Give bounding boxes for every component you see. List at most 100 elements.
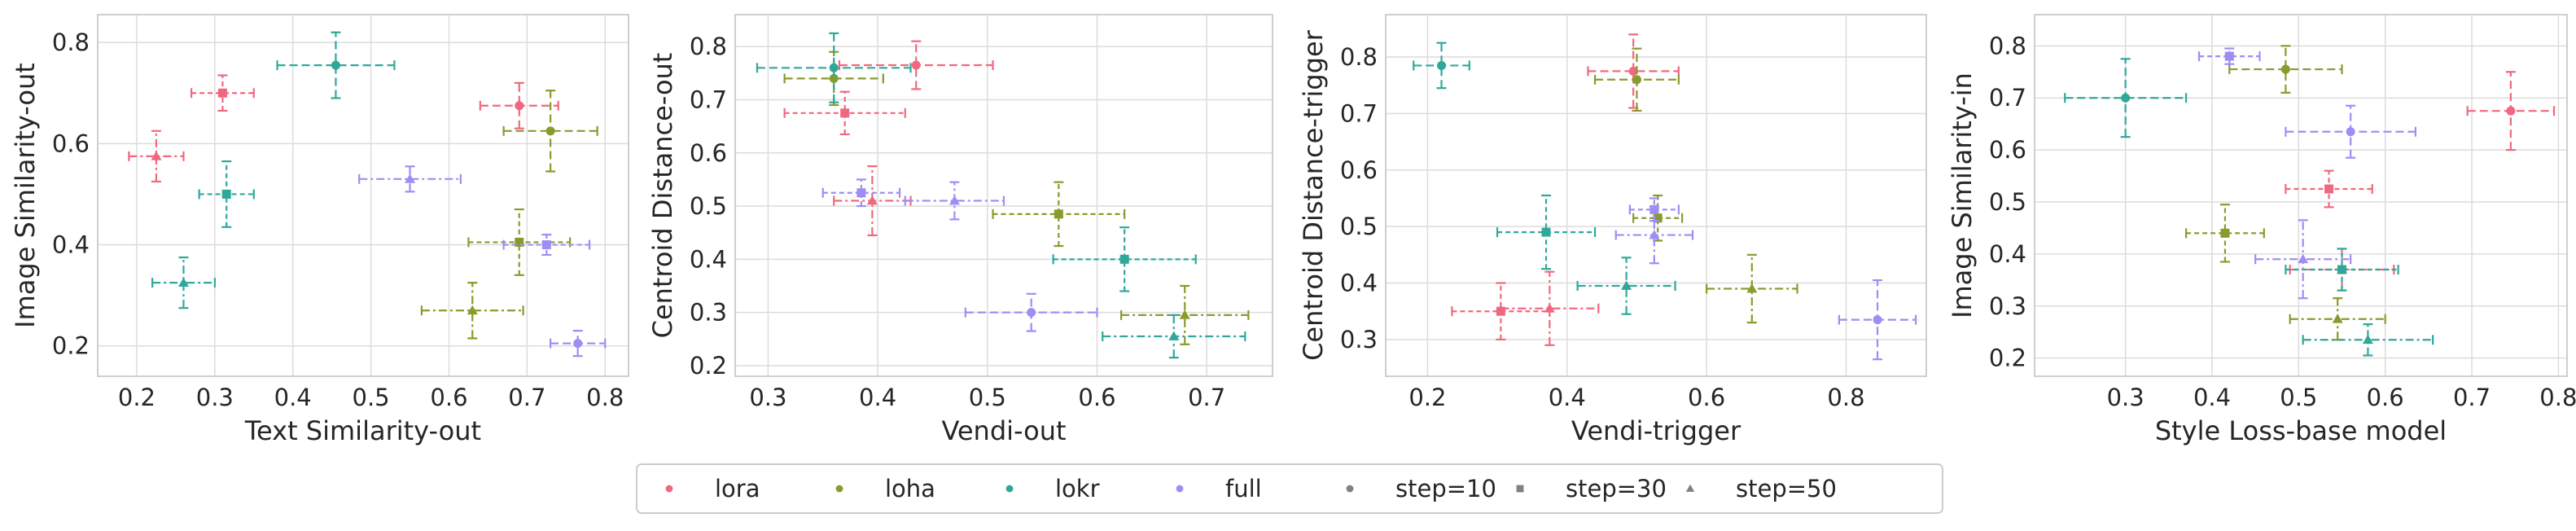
y-tick-label: 0.4 [1989,240,2026,268]
data-point-loha-step30 [467,208,572,276]
data-point-lora-step30 [783,90,906,136]
chart-panel-4: 0.3 0.4 0.5 0.6 0.7 0.8 0.2 0.3 0.4 0.5 0.6 0.7 0.8 S… [1947,14,2576,446]
data-point-lokr-step10 [1413,42,1470,90]
x-tick-label: 0.4 [859,384,896,411]
y-tick-label: 0.4 [690,245,727,273]
legend-label: lokr [1055,475,1100,502]
point-marker [467,305,478,315]
x-axis-label: Vendi-trigger [1571,415,1741,446]
point-marker [573,339,583,349]
point-marker [1873,315,1882,325]
y-tick-label: 0.7 [1989,84,2026,112]
data-point-lora-step30 [190,74,255,112]
point-marker [829,63,839,72]
legend-entry-lora: lora [665,475,760,502]
point-marker [2362,334,2373,344]
point-marker [177,277,189,287]
x-tick-label: 0.5 [2280,384,2317,411]
data-point-full-step50 [1614,205,1694,265]
point-marker [829,73,839,83]
point-marker [2332,314,2343,323]
point-marker [2506,106,2516,116]
plot-frame [97,14,629,377]
y-axis-label: Centroid Distance-out [647,53,678,339]
legend-entry-step-10: step=10 [1346,475,1496,502]
point-marker [1437,60,1447,70]
legend-label: step=50 [1736,475,1837,502]
legend-box [636,463,1943,514]
point-marker [1544,303,1555,313]
x-tick-label: 0.6 [2367,384,2404,411]
legend-label: step=30 [1566,475,1667,502]
point-marker [541,240,551,250]
legend-label: step=10 [1395,475,1496,502]
data-point-loha-step50 [420,282,524,340]
legend-marker [835,485,843,493]
legend-label: lora [715,475,760,502]
y-tick-label: 0.5 [1340,213,1378,240]
data-point-lokr-step30 [1052,226,1197,292]
legend-entry-full: full [1176,475,1262,502]
point-marker [948,195,960,205]
x-tick-label: 0.8 [2539,384,2576,411]
data-point-lokr-step10 [276,31,396,99]
data-point-full-step30 [2197,47,2261,65]
point-marker [1653,213,1663,223]
legend-entry-step-30: step=30 [1516,475,1667,502]
legend-label: loha [885,475,935,502]
legend-marker [1685,484,1695,492]
legend-marker [1346,485,1354,493]
point-marker [1119,254,1129,264]
point-marker [1632,75,1641,85]
point-marker [2224,51,2234,61]
data-point-lokr-step50 [151,256,216,309]
x-axis-label: Vendi-out [941,415,1066,446]
chart-panel-3: 0.2 0.4 0.6 0.8 0.3 0.4 0.5 0.6 0.7 0.8 Vendi-trig… [1298,14,1927,446]
data-point-loha-step30 [1632,194,1684,242]
x-tick-label: 0.5 [353,384,390,411]
x-tick-label: 0.5 [969,384,1006,411]
x-tick-label: 0.3 [749,384,786,411]
data-point-lora-step50 [128,129,185,183]
point-marker [217,88,227,98]
data-point-full-step30 [502,234,591,257]
data-point-full-step50 [2254,219,2352,300]
x-tick-label: 0.4 [2193,384,2231,411]
point-marker [1649,230,1660,239]
y-tick-label: 0.6 [1989,136,2026,164]
data-point-loha-step30 [2184,204,2265,263]
point-marker [515,101,524,111]
y-axis-label: Image Similarity-in [1947,72,1978,318]
y-tick-label: 0.8 [1340,43,1378,71]
point-marker [151,151,162,160]
y-tick-label: 0.3 [690,299,727,327]
data-point-full-step10 [2285,104,2417,159]
point-marker [911,60,921,70]
point-marker [1628,66,1638,76]
point-marker [405,173,416,183]
data-point-lokr-step50 [2302,323,2434,357]
point-marker [866,195,878,205]
data-point-lokr-step30 [1496,194,1597,270]
point-marker [2220,228,2230,238]
x-tick-label: 0.4 [274,384,312,411]
y-tick-label: 0.3 [1340,326,1378,353]
data-point-lora-step10 [838,40,994,90]
point-marker [2346,127,2355,137]
x-tick-label: 0.6 [430,384,467,411]
data-point-lora-step10 [1587,33,1680,109]
point-marker [840,108,850,118]
y-tick-label: 0.6 [52,129,90,157]
y-tick-label: 0.2 [690,352,727,380]
x-tick-label: 0.6 [1078,384,1115,411]
data-point-lora-step50 [1500,270,1600,346]
point-marker [221,189,231,199]
data-point-lora-step30 [2285,169,2373,208]
data-point-loha-step50 [2289,297,2386,341]
y-tick-label: 0.4 [52,231,90,259]
point-marker [856,188,866,198]
y-tick-label: 0.5 [1989,188,2026,216]
data-point-lokr-step50 [1576,257,1676,315]
